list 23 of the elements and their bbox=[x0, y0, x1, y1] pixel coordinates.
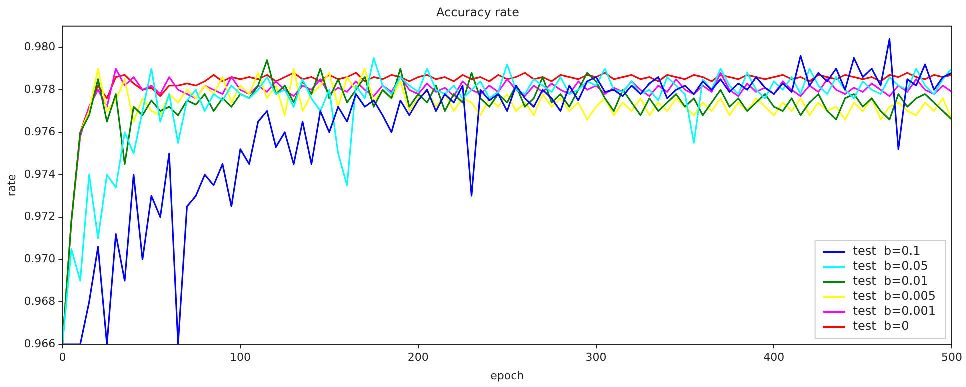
y-tick-label: 0.978 bbox=[24, 82, 56, 96]
legend-label: test b=0.1 bbox=[853, 244, 921, 258]
y-tick-label: 0.968 bbox=[24, 295, 56, 308]
y-tick-label: 0.972 bbox=[24, 210, 56, 224]
legend-label: test b=0.001 bbox=[853, 304, 936, 318]
y-tick-label: 0.974 bbox=[24, 168, 56, 181]
x-tick-label: 100 bbox=[230, 351, 252, 364]
legend-label: test b=0.05 bbox=[853, 259, 928, 274]
y-axis-title: rate bbox=[5, 174, 18, 197]
x-tick-label: 500 bbox=[942, 351, 962, 364]
x-tick-label: 200 bbox=[408, 351, 429, 364]
y-tick-label: 0.970 bbox=[24, 252, 56, 266]
x-tick-label: 0 bbox=[59, 351, 66, 364]
legend-label: test b=0.01 bbox=[853, 274, 928, 288]
y-tick-label: 0.980 bbox=[24, 40, 56, 54]
legend-label: test b=0 bbox=[853, 319, 910, 334]
chart-title: Accuracy rate bbox=[436, 5, 520, 20]
y-tick-label: 0.976 bbox=[24, 125, 56, 138]
x-axis-title: epoch bbox=[490, 369, 524, 382]
x-tick-label: 300 bbox=[586, 351, 607, 364]
y-tick-label: 0.966 bbox=[24, 337, 56, 350]
x-tick-label: 400 bbox=[764, 351, 785, 364]
legend-label: test b=0.005 bbox=[853, 289, 936, 304]
